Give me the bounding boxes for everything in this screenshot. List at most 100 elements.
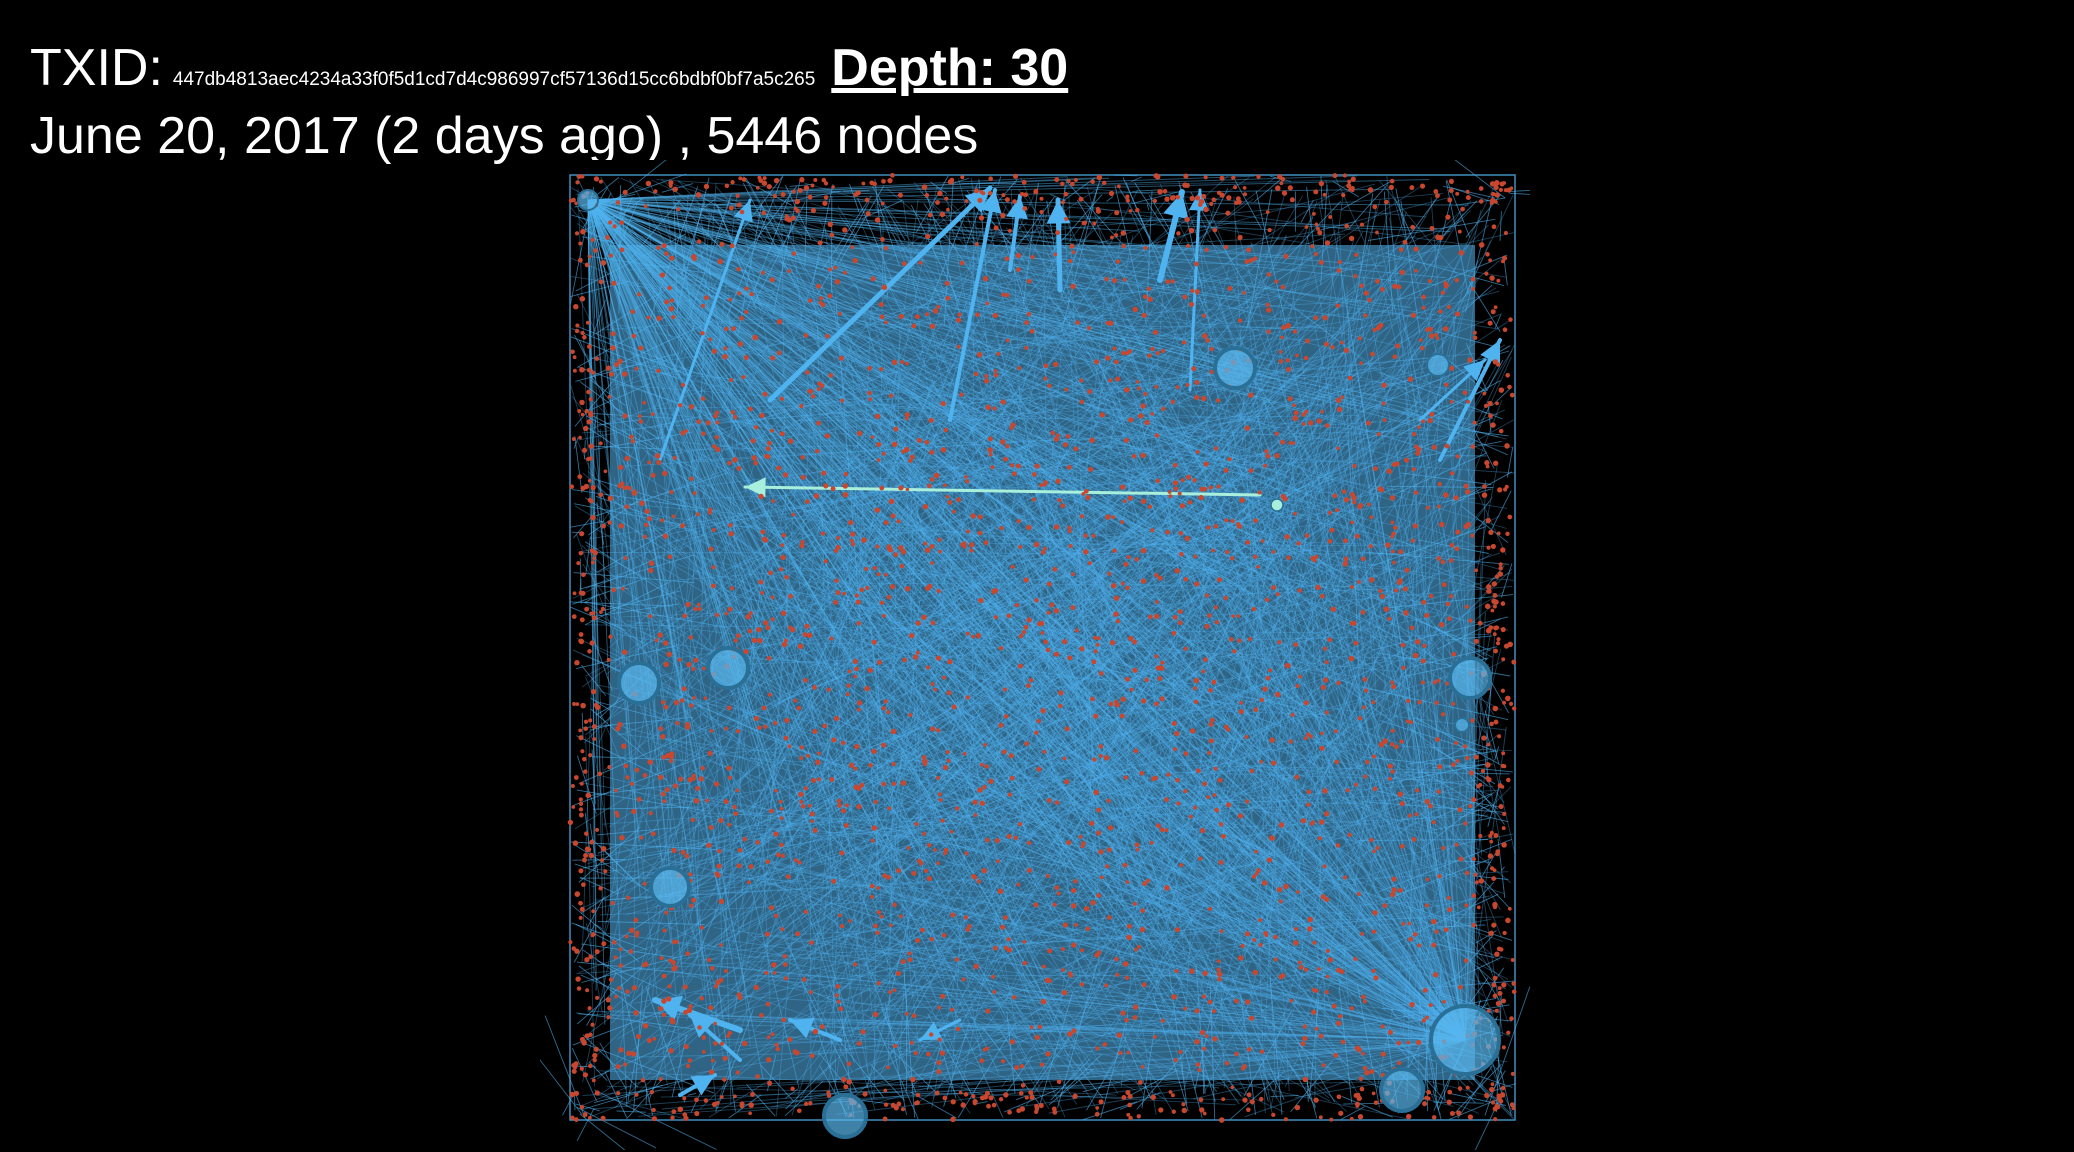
graph-node [923, 868, 929, 874]
graph-node [963, 1092, 969, 1097]
graph-node [821, 470, 827, 476]
graph-node [1052, 902, 1057, 907]
hub-node[interactable] [1379, 1067, 1425, 1113]
graph-node [1137, 1079, 1143, 1085]
graph-node [586, 419, 592, 425]
hub-node[interactable] [649, 866, 691, 908]
hub-node[interactable] [1448, 656, 1492, 700]
graph-node [733, 1094, 737, 1099]
graph-node [923, 541, 928, 546]
graph-node [1108, 378, 1113, 383]
graph-node [1155, 600, 1159, 604]
graph-edge [1111, 200, 1318, 770]
graph-edge [887, 632, 982, 819]
graph-node [629, 434, 634, 440]
graph-node [1125, 194, 1130, 199]
graph-node [755, 1074, 760, 1079]
graph-node [1478, 242, 1485, 248]
graph-node [1363, 290, 1369, 296]
hub-node[interactable] [1426, 353, 1450, 377]
graph-edge [1158, 257, 1286, 389]
graph-node [669, 759, 674, 764]
graph-node [892, 988, 897, 992]
graph-node [1424, 903, 1430, 908]
transaction-graph[interactable] [540, 160, 1530, 1150]
depth-label[interactable]: Depth: 30 [831, 39, 1069, 97]
graph-edge [1230, 980, 1386, 1093]
graph-edge [651, 194, 1035, 1057]
graph-edge [719, 695, 1304, 755]
hub-node[interactable] [617, 661, 661, 705]
txid-value[interactable]: 447db4813aec4234a33f0f5d1cd7d4c986997cf5… [172, 69, 816, 90]
hub-node[interactable] [1213, 346, 1257, 390]
graph-node [1412, 932, 1418, 937]
graph-node [1045, 1051, 1051, 1057]
graph-node [1509, 701, 1514, 707]
graph-node [886, 1065, 890, 1070]
graph-node [828, 267, 832, 272]
graph-node [1413, 246, 1419, 252]
graph-node [808, 1101, 813, 1106]
graph-node [982, 784, 987, 790]
graph-edge [737, 654, 1110, 800]
graph-node [1068, 973, 1074, 978]
graph-node [874, 507, 880, 513]
hub-node[interactable] [1454, 717, 1470, 733]
graph-node [703, 696, 708, 701]
graph-node [1443, 927, 1449, 933]
graph-node [702, 666, 706, 671]
graph-node [791, 251, 797, 256]
graph-edge [625, 664, 1490, 916]
graph-node [1357, 716, 1363, 721]
graph-node [1212, 1036, 1218, 1042]
graph-node [1094, 952, 1100, 958]
hub-node[interactable] [706, 646, 750, 690]
graph-node [1407, 921, 1412, 926]
graph-node [979, 762, 984, 767]
graph-node [879, 485, 885, 491]
hub-node[interactable] [822, 1093, 868, 1139]
graph-node [1221, 833, 1226, 839]
graph-edge [766, 548, 1223, 818]
graph-node [722, 1077, 727, 1082]
graph-node [1389, 891, 1396, 898]
graph-node [1012, 173, 1019, 179]
highlight-node[interactable] [1270, 498, 1284, 512]
graph-edge [1086, 396, 1115, 837]
graph-node [1336, 967, 1342, 973]
graph-node [1067, 1031, 1073, 1037]
graph-node [1171, 1109, 1176, 1114]
graph-node [867, 667, 873, 673]
graph-node [867, 390, 872, 396]
graph-node [1008, 753, 1014, 759]
graph-node [1500, 601, 1506, 606]
graph-node [1402, 586, 1408, 592]
hub-node[interactable] [577, 189, 599, 211]
graph-edge [1303, 298, 1361, 548]
graph-node [1054, 177, 1060, 183]
graph-node [780, 927, 785, 932]
graph-node [897, 192, 903, 198]
graph-edge [570, 206, 1134, 934]
graph-node [772, 193, 777, 199]
graph-node [870, 838, 875, 843]
graph-node [578, 735, 584, 741]
graph-edge [1084, 383, 1270, 980]
graph-edge [1322, 451, 1509, 1022]
graph-edge [1022, 449, 1310, 977]
graph-node [1431, 918, 1437, 925]
graph-node [1193, 699, 1199, 705]
graph-node [1318, 1033, 1324, 1039]
edge-mass [610, 245, 1475, 1080]
graph-node [1438, 309, 1443, 314]
graph-node [1317, 967, 1321, 971]
graph-node [619, 835, 625, 841]
graph-node [1446, 1099, 1452, 1105]
graph-node [593, 248, 598, 253]
graph-node [762, 391, 768, 397]
graph-node [800, 804, 806, 809]
graph-node [872, 565, 878, 571]
graph-edge [1117, 338, 1302, 993]
hub-node[interactable] [1429, 1004, 1501, 1076]
graph-node [924, 547, 931, 554]
